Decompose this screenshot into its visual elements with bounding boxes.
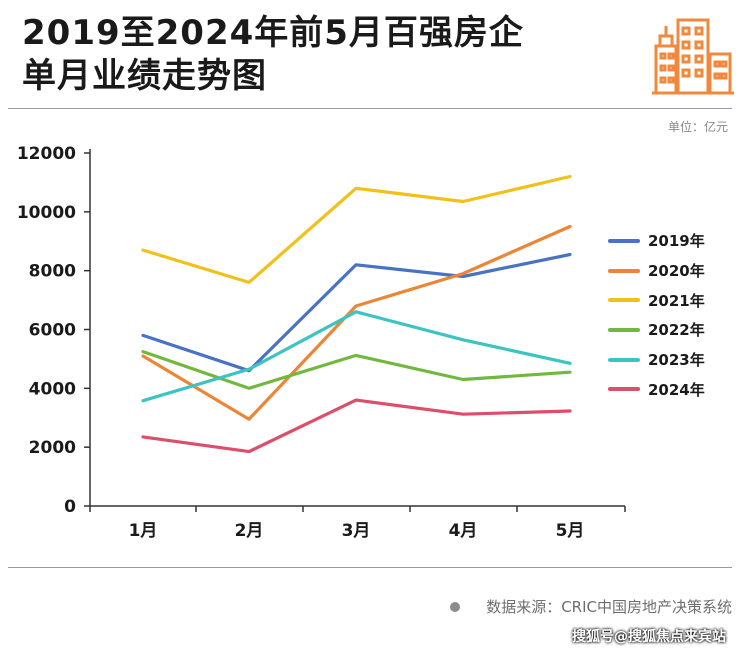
page-title: 2019至2024年前5月百强房企 单月业绩走势图 <box>22 12 612 98</box>
legend-item: 2022年 <box>608 315 705 345</box>
x-tick-label: 3月 <box>342 521 371 541</box>
footer-divider <box>8 567 732 568</box>
legend-label: 2023年 <box>648 351 705 370</box>
legend-item: 2021年 <box>608 285 705 315</box>
title-line-1: 2019至2024年前5月百强房企 <box>22 13 524 53</box>
legend-label: 2024年 <box>648 380 705 399</box>
sohu-watermark: 搜狐号@搜狐焦点来宾站 <box>572 629 726 645</box>
x-tick-label: 5月 <box>556 521 585 541</box>
y-tick-label: 4000 <box>29 379 76 399</box>
y-tick-label: 6000 <box>29 321 76 341</box>
legend-item: 2024年 <box>608 374 705 404</box>
x-tick-label: 2月 <box>235 521 264 541</box>
data-source: 数据来源：CRIC中国房地产决策系统 <box>450 596 732 617</box>
y-tick-label: 10000 <box>17 203 76 223</box>
series-line-1 <box>141 252 572 373</box>
series-line-6 <box>141 398 572 454</box>
line-chart: 0 2000 4000 6000 8000 10000 12000 1月 2月 3月 4月 5月 <box>17 144 626 541</box>
legend-label: 2021年 <box>648 291 705 310</box>
legend-swatch <box>608 238 640 243</box>
legend-label: 2020年 <box>648 262 705 281</box>
bullet-dot-icon <box>450 601 461 612</box>
legend-swatch <box>608 387 640 392</box>
legend-swatch <box>608 327 640 332</box>
legend-label: 2019年 <box>648 232 705 251</box>
y-tick-label: 12000 <box>17 144 76 164</box>
legend-swatch <box>608 298 640 303</box>
header-divider <box>8 108 732 109</box>
chart-legend: 2019年 2020年 2021年 2022年 2023年 2024年 <box>608 226 705 404</box>
legend-swatch <box>608 357 640 362</box>
x-tick-label: 4月 <box>449 521 478 541</box>
legend-item: 2023年 <box>608 345 705 375</box>
unit-label: 单位：亿元 <box>667 120 728 134</box>
legend-item: 2019年 <box>608 226 705 256</box>
city-buildings-icon <box>652 18 734 95</box>
legend-swatch <box>608 268 640 273</box>
series-line-2 <box>141 224 572 421</box>
data-source-text: 数据来源：CRIC中国房地产决策系统 <box>486 598 732 616</box>
series-line-4 <box>141 350 572 390</box>
title-line-2: 单月业绩走势图 <box>22 56 267 96</box>
y-tick-label: 8000 <box>29 262 76 282</box>
legend-item: 2020年 <box>608 256 705 286</box>
y-tick-label: 0 <box>64 497 76 517</box>
x-tick-label: 1月 <box>129 521 158 541</box>
series-line-5 <box>141 310 572 403</box>
legend-label: 2022年 <box>648 321 705 340</box>
y-tick-label: 2000 <box>29 438 76 458</box>
series-line-3 <box>141 174 572 284</box>
